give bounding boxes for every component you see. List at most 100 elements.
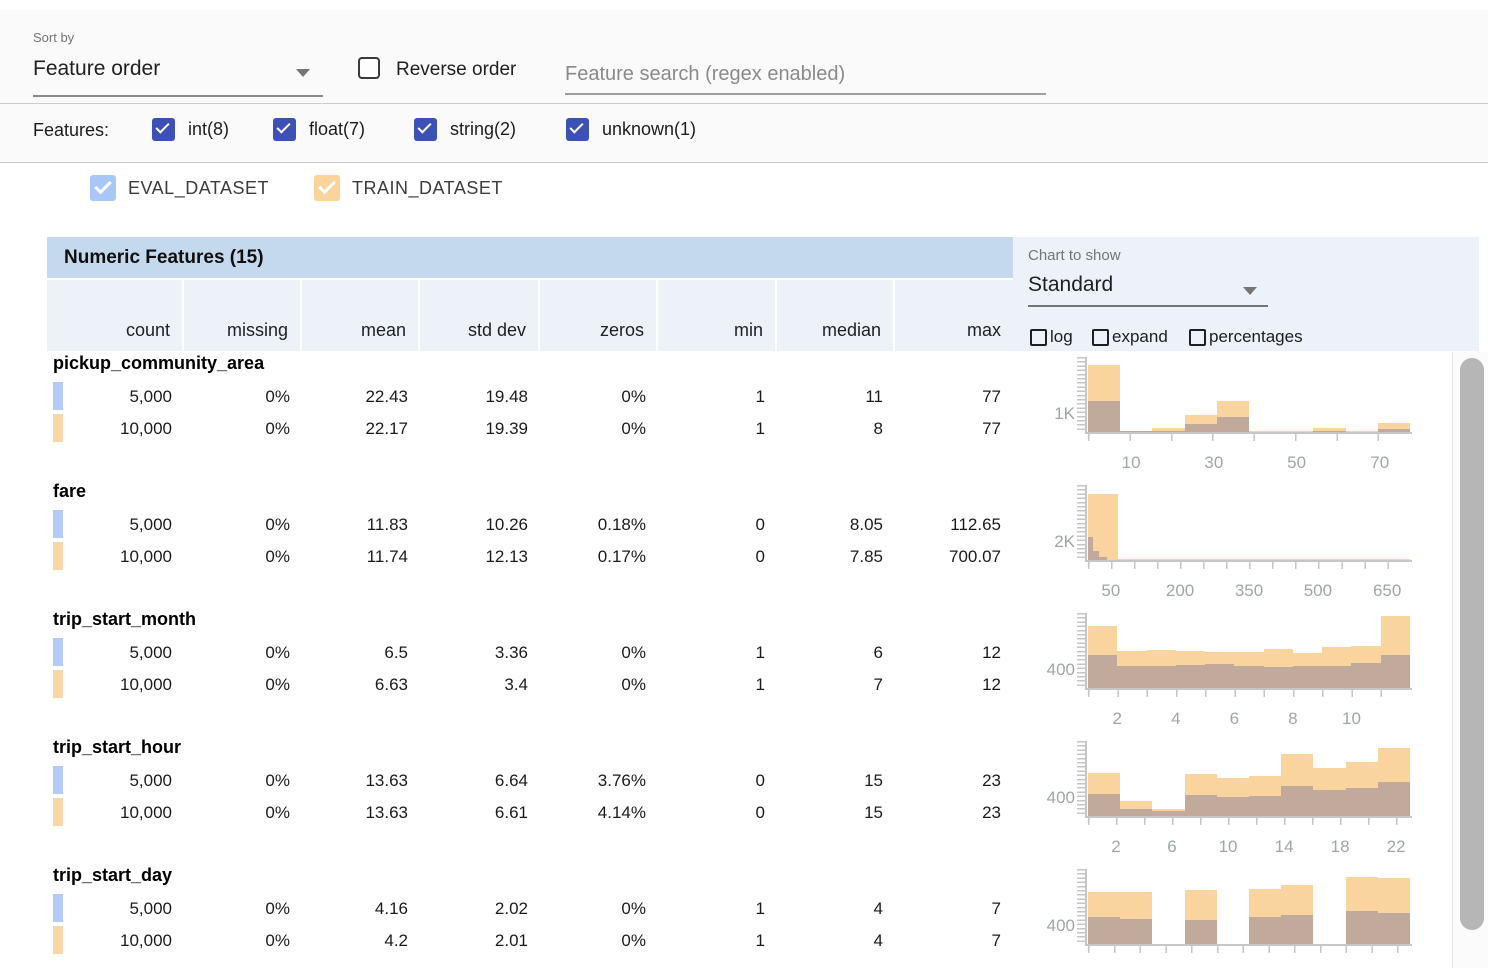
overlap-bar (1152, 811, 1185, 816)
chevron-down-icon[interactable] (1243, 287, 1257, 295)
feature-type-checkbox[interactable] (152, 118, 175, 141)
dataset-swatch-eval_dataset (53, 382, 63, 410)
chart-to-show-label: Chart to show (1028, 247, 1121, 264)
y-axis-line (1085, 485, 1087, 562)
chart-option-expand: expand (1092, 327, 1168, 347)
feature-name: fare (53, 481, 87, 501)
overlap-bar (1377, 912, 1410, 944)
stat-zeros: 0% (621, 675, 646, 694)
x-tick-label: 2 (1111, 837, 1121, 856)
y-axis-label: 1K (1054, 404, 1075, 423)
overlap-bar (1313, 430, 1346, 432)
dataset-checkbox[interactable] (314, 175, 340, 201)
feature-type-filter-float: float(7) (273, 118, 365, 141)
overlap-bar (1249, 796, 1282, 816)
stat-min: 1 (755, 899, 765, 918)
x-tick-label: 6 (1167, 837, 1177, 856)
features-label: Features: (33, 120, 110, 140)
y-axis-label: 400 (1046, 660, 1075, 679)
feature-name: trip_start_day (53, 865, 173, 885)
stat-missing: 0% (265, 899, 290, 918)
stat-min: 0 (755, 515, 765, 534)
stat-mean: 11.74 (366, 547, 408, 566)
column-header-min: min (658, 280, 777, 351)
stat-mean: 4.16 (374, 899, 408, 918)
stat-median: 11 (865, 387, 883, 406)
chart-type-dropdown[interactable]: Standard (1028, 273, 1114, 296)
feature-search-input[interactable] (565, 55, 1046, 95)
dataset-swatch-train_dataset (53, 926, 63, 954)
feature-name: trip_start_month (53, 609, 197, 629)
stat-max: 112.65 (950, 515, 1001, 534)
reverse-order-label: Reverse order (396, 59, 517, 80)
overlap-bar (1234, 665, 1264, 688)
histogram-plot (1088, 613, 1410, 688)
scrollbar-track[interactable] (1452, 352, 1488, 968)
feature-type-checkbox[interactable] (414, 118, 437, 141)
stat-count: 10,000 (120, 419, 172, 438)
stat-std-dev: 6.64 (494, 771, 528, 790)
stat-zeros: 4.14% (597, 803, 646, 822)
stats-row-train_dataset: 10,000 0% 4.2 2.01 0% 1 4 7 (47, 925, 1013, 957)
percentages-checkbox[interactable] (1189, 328, 1206, 346)
y-axis-ticks (1077, 741, 1085, 816)
overlap-bar (1205, 663, 1235, 688)
x-axis-ticks (1088, 434, 1410, 441)
stat-std-dev: 19.39 (485, 419, 528, 438)
x-tick-label: 6 (1229, 709, 1240, 728)
x-tick-label: 8 (1288, 709, 1298, 728)
stat-max: 23 (982, 771, 1001, 790)
expand-checkbox[interactable] (1092, 328, 1109, 346)
column-header-missing: missing (184, 280, 302, 351)
overlap-bar (1184, 920, 1217, 944)
feature-type-checkbox[interactable] (273, 118, 296, 141)
stat-missing: 0% (265, 803, 290, 822)
stat-median: 4 (873, 931, 883, 950)
scrollbar-thumb[interactable] (1460, 358, 1484, 930)
feature-type-checkbox[interactable] (566, 118, 589, 141)
x-axis-line (1085, 432, 1412, 434)
histogram-trip_start_day: 400 (1042, 867, 1442, 968)
histogram-pickup_community_area: 1K 10 30 50 70 (1042, 355, 1442, 480)
train-bar (1281, 431, 1314, 432)
chevron-down-icon[interactable] (296, 69, 310, 77)
stat-max: 77 (982, 387, 1001, 406)
stats-row-train_dataset: 10,000 0% 22.17 19.39 0% 1 8 77 (47, 413, 1013, 445)
overlap-bar (1380, 655, 1410, 688)
overlap-bar (1120, 918, 1153, 944)
divider (0, 103, 1488, 104)
log-checkbox[interactable] (1030, 328, 1047, 346)
dataset-checkbox[interactable] (90, 175, 116, 201)
dataset-swatch-eval_dataset (53, 638, 63, 666)
overlap-bar (1216, 417, 1249, 432)
stat-count: 10,000 (120, 675, 172, 694)
histogram-trip_start_month: 400 2 4 6 8 10 (1042, 611, 1442, 736)
y-axis-label: 2K (1054, 532, 1075, 551)
train-bar (1345, 431, 1378, 432)
reverse-order-checkbox[interactable] (358, 57, 380, 79)
histogram-fare: 2K 50 200 350 500 650 (1042, 483, 1442, 608)
stat-median: 4 (873, 899, 883, 918)
feature-name: trip_start_hour (53, 737, 182, 757)
histogram-trip_start_hour: 400 2 6 10 14 18 22 (1042, 739, 1442, 864)
features-filter-band (0, 104, 1488, 162)
y-axis-ticks (1077, 869, 1085, 944)
column-header-max: max (895, 280, 1013, 351)
feature-block-pickup_community_area: pickup_community_area 5,000 0% 22.43 19.48 0%… (0, 352, 1488, 480)
x-tick-label: 650 (1372, 581, 1402, 600)
overlap-bar (1088, 794, 1121, 816)
sort-order-dropdown[interactable]: Feature order (33, 57, 161, 80)
dataset-label: TRAIN_DATASET (352, 177, 503, 198)
stat-count: 10,000 (120, 547, 172, 566)
x-tick-label: 4 (1171, 709, 1181, 728)
x-tick-label: 50 (1101, 581, 1121, 600)
x-tick-label: 70 (1370, 453, 1390, 472)
stat-min: 1 (755, 387, 765, 406)
x-tick-label: 14 (1274, 837, 1294, 856)
stat-max: 12 (982, 643, 1001, 662)
column-header-median: median (777, 280, 895, 351)
x-tick-label: 50 (1287, 453, 1307, 472)
stat-median: 15 (864, 803, 883, 822)
stat-missing: 0% (265, 515, 290, 534)
